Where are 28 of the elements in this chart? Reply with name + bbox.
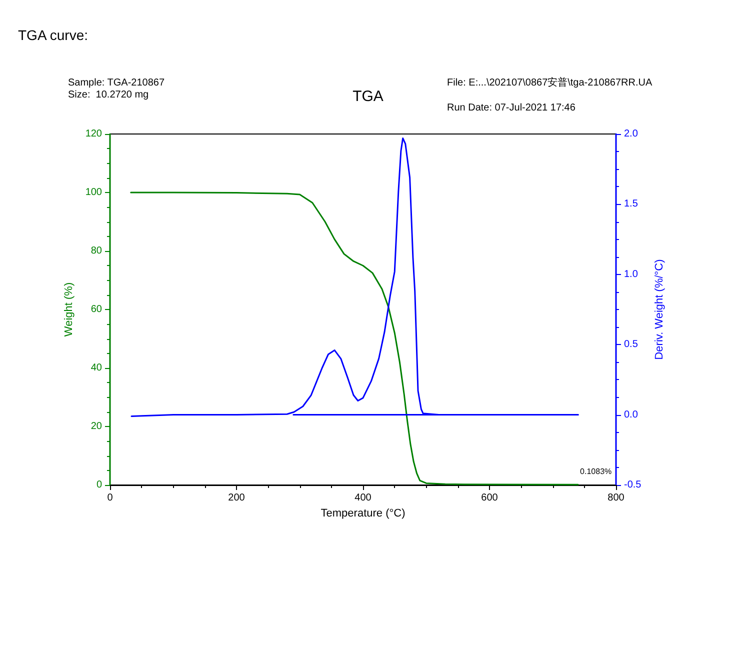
y-tick-label: 60 (90, 304, 102, 315)
y2-tick-label: 1.0 (624, 268, 638, 280)
x-tick-label: 400 (354, 492, 372, 504)
annotation: 0.1083% (580, 467, 612, 476)
y2-tick-label: 0.5 (624, 339, 638, 350)
y-tick-label: 100 (85, 187, 102, 198)
text: Sample: TGA-210867 (68, 78, 165, 88)
x-tick-label: 200 (228, 492, 246, 504)
text: Size: 10.2720 mg (68, 90, 149, 100)
text: TGA curve: (18, 27, 88, 43)
x-tick-label: 800 (608, 492, 625, 504)
y2-tick-label: 1.5 (624, 198, 638, 210)
x-axis-title: Temperature (°C) (320, 507, 406, 520)
x-tick-label: 600 (481, 492, 498, 504)
x-tick-label: 0 (107, 492, 114, 504)
text: Run Date: 07-Jul-2021 17:46 (447, 102, 576, 114)
chart-title: TGA (352, 88, 384, 105)
y-tick-label: 40 (90, 362, 102, 374)
text: File: E:...\202107\0867安普\tga-210867RR.UA (447, 76, 652, 88)
y2-tick-label: 0.0 (624, 409, 638, 420)
y2-axis-title: Deriv. Weight (%/°C) (654, 259, 666, 360)
y-tick-label: 120 (85, 128, 102, 140)
y-tick-label: 20 (90, 421, 102, 432)
y-tick-label: 0 (96, 480, 102, 490)
y-axis-title: Weight (%) (62, 282, 75, 337)
y-tick-label: 80 (90, 246, 102, 256)
y2-tick-label: -0.5 (624, 480, 642, 490)
y2-tick-label: 2.0 (624, 128, 638, 140)
